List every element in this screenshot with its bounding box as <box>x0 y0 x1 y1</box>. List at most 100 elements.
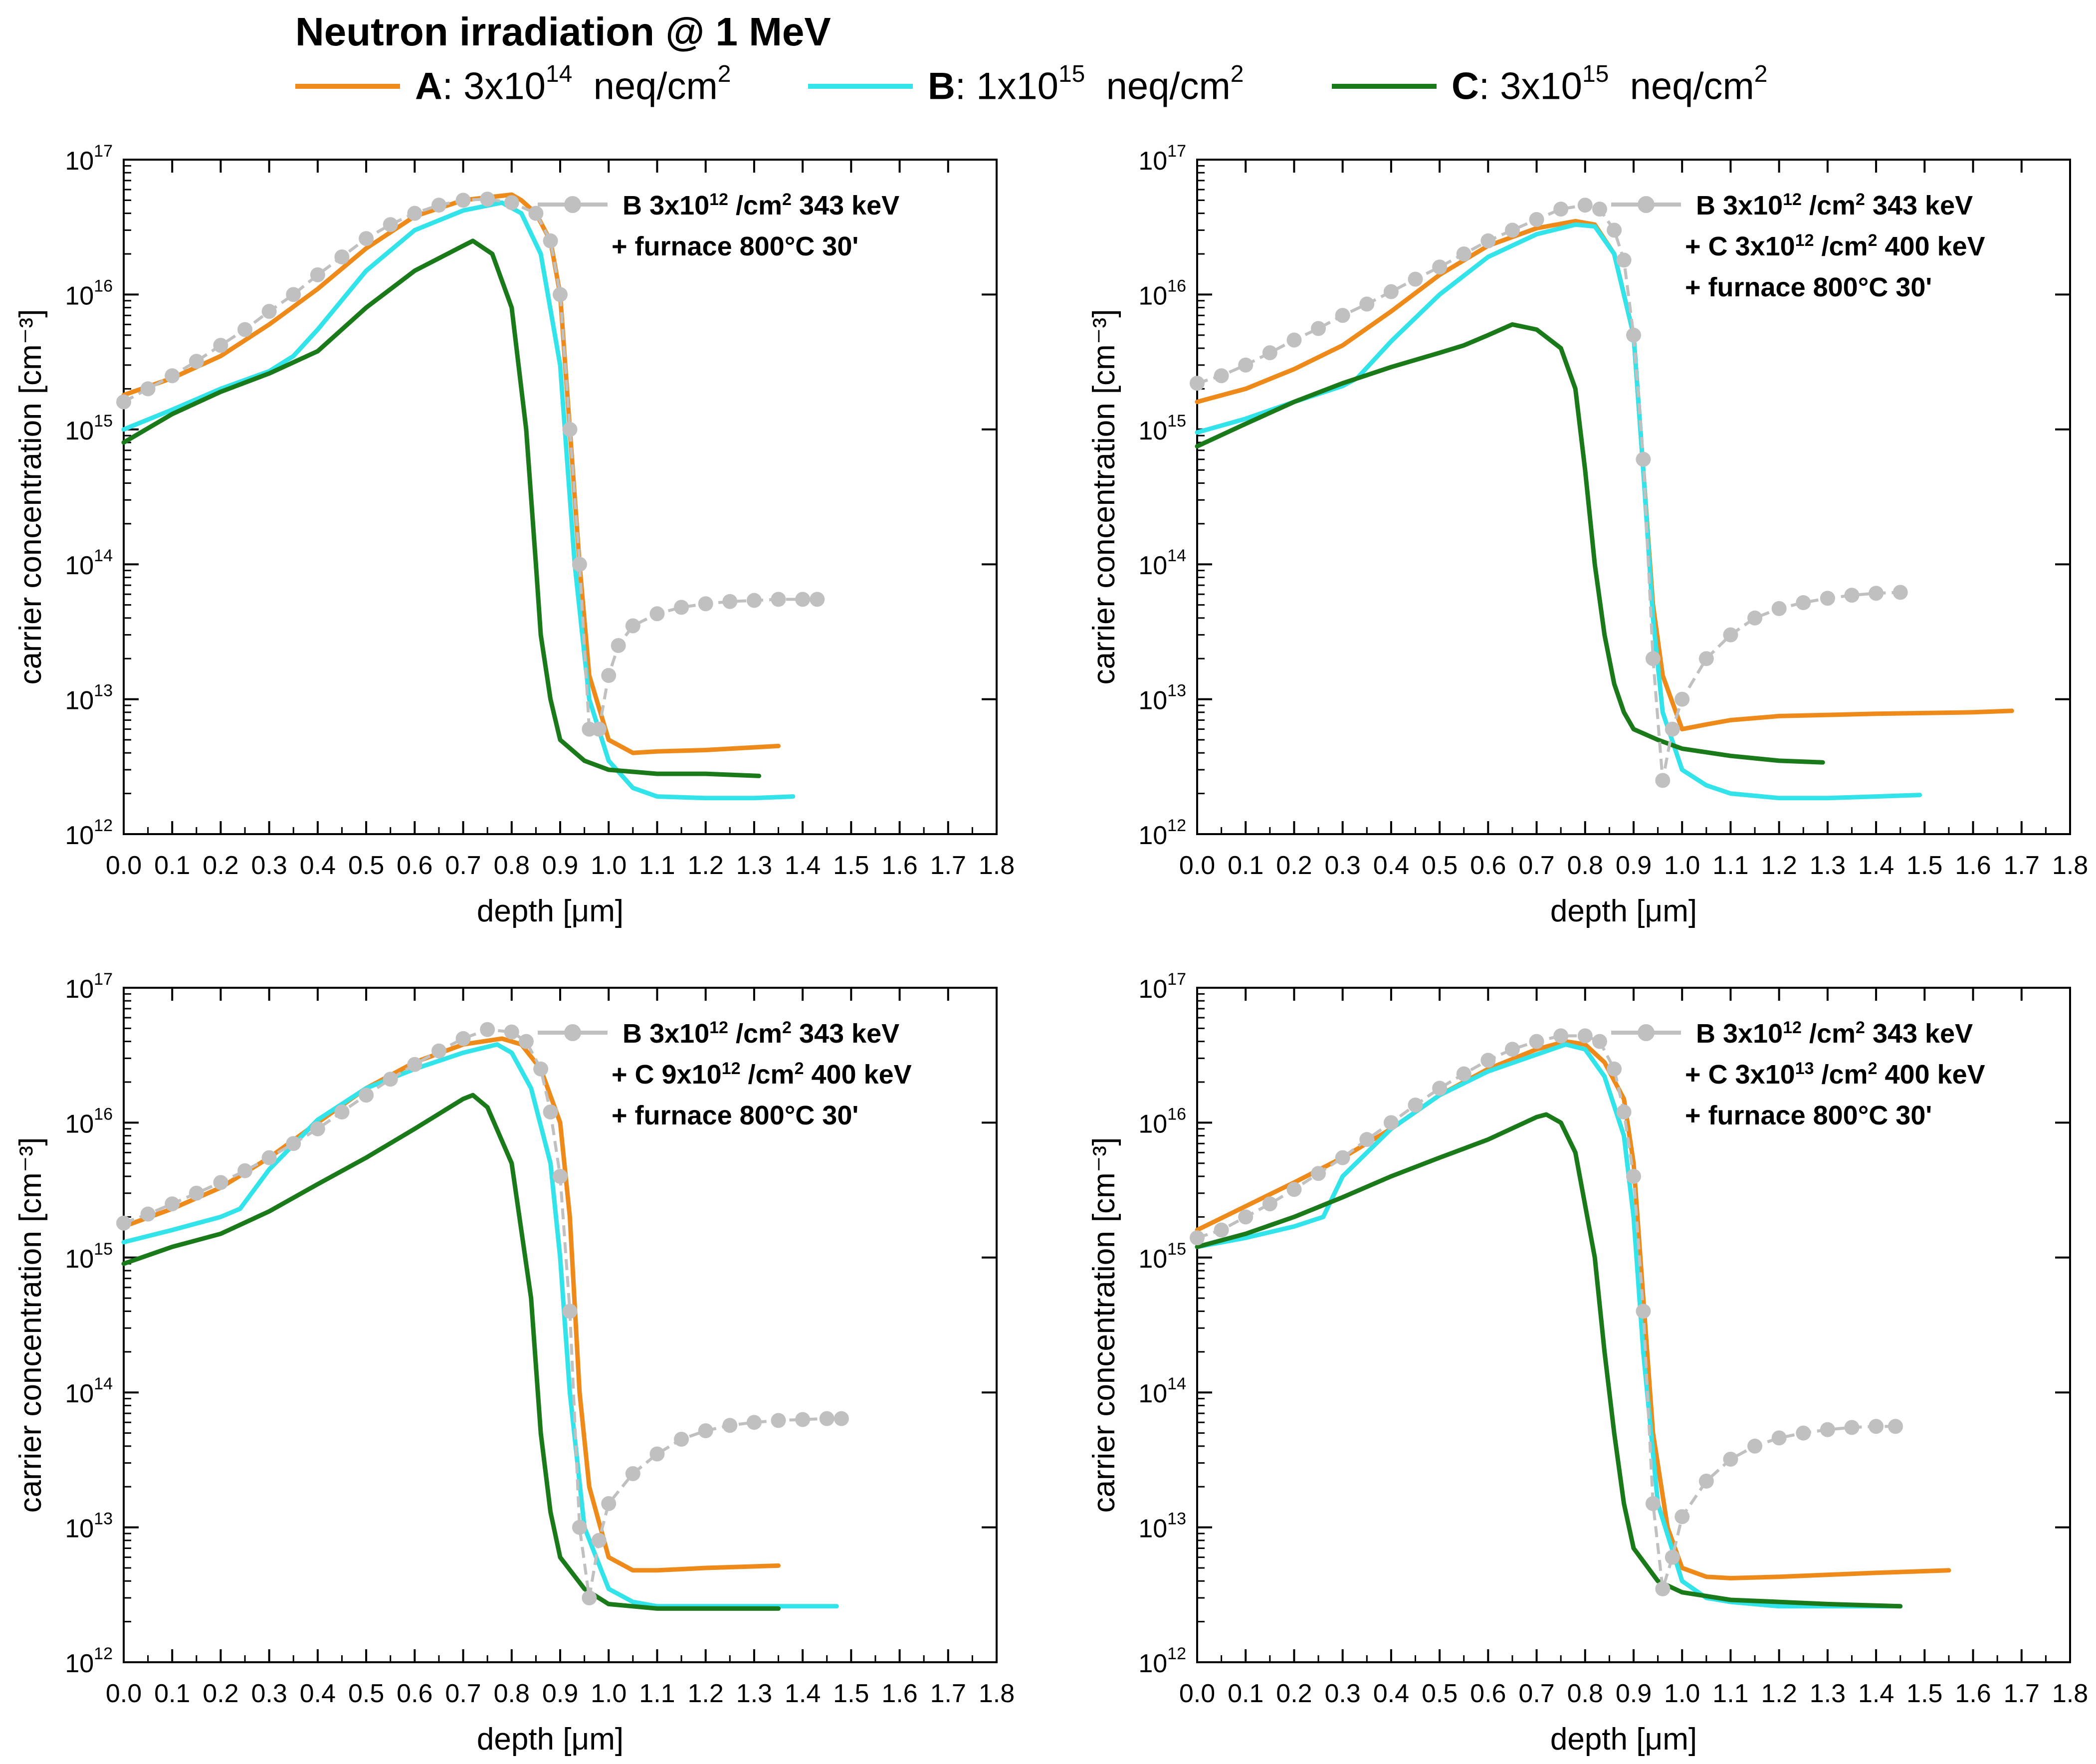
series-ref-point <box>572 1520 587 1535</box>
x-tick-label: 0.5 <box>1422 1679 1458 1708</box>
series-ref-point <box>1820 591 1835 606</box>
x-tick-label: 0.1 <box>154 1679 190 1708</box>
x-tick-label: 1.3 <box>736 851 772 880</box>
series-ref-point <box>1796 595 1811 610</box>
series-ref-point <box>1432 259 1448 275</box>
y-tick-label: 1013 <box>1138 1510 1186 1544</box>
x-tick-label: 0.7 <box>445 1679 481 1708</box>
series-ref-point <box>1869 1419 1884 1434</box>
series-ref-point <box>553 287 568 302</box>
chart-panel-1: 0.0 0.1 0.2 0.3 0.4 0.5 0.6 0.7 0.8 0.9 1.0 1.1 1.2 1… <box>13 142 1015 928</box>
x-tick-label: 0.2 <box>1276 851 1312 880</box>
series-ref-point <box>1190 376 1205 391</box>
series-ref-point <box>722 1418 738 1433</box>
x-tick-label: 1.3 <box>1810 1679 1846 1708</box>
x-tick-label: 0.1 <box>154 851 190 880</box>
x-axis-title: depth [μm] <box>1550 1722 1697 1757</box>
x-tick-label: 0.9 <box>1616 851 1652 880</box>
series-b-line <box>121 200 796 801</box>
x-tick-label: 1.5 <box>1906 851 1942 880</box>
series-ref-point <box>649 606 665 622</box>
annotation-swatch-marker <box>564 196 581 213</box>
series-ref-point <box>1359 1132 1375 1147</box>
series-ref-point <box>1645 1496 1661 1511</box>
y-tick-label: 1013 <box>65 681 113 715</box>
x-tick-label: 0.7 <box>1518 1679 1554 1708</box>
x-tick-label: 0.0 <box>106 1679 142 1708</box>
series-ref-point <box>810 592 825 607</box>
series-ref-point <box>383 1072 398 1087</box>
x-tick-label: 0.1 <box>1228 851 1263 880</box>
figure-header: Neutron irradiation @ 1 MeV A: 3x1014 ne… <box>0 0 2096 120</box>
x-tick-label: 1.5 <box>833 851 869 880</box>
x-tick-label: 1.7 <box>2004 851 2040 880</box>
series-ref-point <box>1335 1150 1350 1165</box>
series-ref-point <box>1655 1581 1671 1596</box>
series-ref-point <box>504 1024 519 1040</box>
series-ref-point <box>1311 1166 1326 1181</box>
series-ref-point <box>1408 271 1423 287</box>
series-ref-point <box>1529 212 1544 227</box>
series-ref-point <box>140 381 156 397</box>
x-axis-title: depth [μm] <box>477 894 624 928</box>
series-ref-point <box>543 233 558 248</box>
series-a-line <box>121 192 781 755</box>
x-tick-label: 1.2 <box>1761 851 1797 880</box>
y-axis-title: carrier concentration [cm⁻³] <box>13 1137 48 1513</box>
series-ref-point <box>1607 1061 1622 1077</box>
x-tick-label: 1.0 <box>1664 1679 1700 1708</box>
series-ref-point <box>1553 1028 1569 1044</box>
series-c-line <box>1195 1112 1903 1609</box>
y-tick-label: 1016 <box>1138 1104 1186 1138</box>
series-ref-point <box>407 206 422 221</box>
series-ref-point <box>1480 1053 1496 1068</box>
series-ref-point <box>572 557 587 572</box>
x-tick-label: 0.8 <box>494 1679 530 1708</box>
series-ref-point <box>528 206 544 221</box>
y-tick-label: 1017 <box>65 970 113 1004</box>
series-ref-point <box>1747 610 1763 626</box>
series-ref-point <box>334 1104 350 1119</box>
x-tick-label: 0.0 <box>106 851 142 880</box>
annotation-line-2: + C 3x1012 /cm2 400 keV <box>1685 231 1985 261</box>
x-tick-label: 1.4 <box>1858 1679 1894 1708</box>
x-tick-label: 1.6 <box>881 851 917 880</box>
series-ref-point <box>1577 198 1593 213</box>
series-ref-point <box>1383 284 1399 299</box>
series-ref-point <box>746 593 762 608</box>
x-tick-label: 0.6 <box>1470 851 1506 880</box>
series-ref-point <box>455 193 471 208</box>
series-ref-point <box>383 217 398 232</box>
x-tick-label: 0.9 <box>542 1679 578 1708</box>
x-tick-label: 1.7 <box>2004 1679 2040 1708</box>
x-tick-label: 1.0 <box>591 851 627 880</box>
series-ref-point <box>1892 585 1908 600</box>
y-tick-label: 1012 <box>1138 1644 1186 1678</box>
series-ref-point <box>1262 345 1277 361</box>
legend-item-b: B: 1x1015 neq/cm2 <box>808 61 1244 109</box>
series-ref-point <box>1698 1474 1714 1489</box>
series-ref-point <box>1820 1422 1835 1437</box>
series-ref-point <box>1626 327 1641 343</box>
series-ref-point <box>1238 1209 1254 1225</box>
series-ref-point <box>359 231 374 246</box>
series-ref-point <box>165 1196 180 1212</box>
series-ref-point <box>1616 1104 1632 1119</box>
series-ref-point <box>1869 586 1884 601</box>
series-ref-point <box>533 1061 549 1077</box>
x-axis-title: depth [μm] <box>477 1722 624 1757</box>
annotation-line-1: B 3x1012 /cm2 343 keV <box>623 1018 899 1049</box>
series-ref-point <box>189 354 204 369</box>
legend-label-a: A: 3x1014 neq/cm2 <box>415 61 731 108</box>
series-ref-point <box>431 1043 446 1059</box>
series-ref-point <box>165 368 180 384</box>
x-tick-label: 0.2 <box>203 851 238 880</box>
series-ref-point <box>698 1423 713 1438</box>
legend-swatch-a <box>295 84 400 89</box>
y-tick-label: 1012 <box>65 1644 113 1678</box>
annotation-line-1: B 3x1012 /cm2 343 keV <box>1696 190 1973 220</box>
series-ref-point <box>1607 222 1622 238</box>
y-tick-label: 1015 <box>65 412 113 445</box>
series-ref-point <box>1698 651 1714 666</box>
